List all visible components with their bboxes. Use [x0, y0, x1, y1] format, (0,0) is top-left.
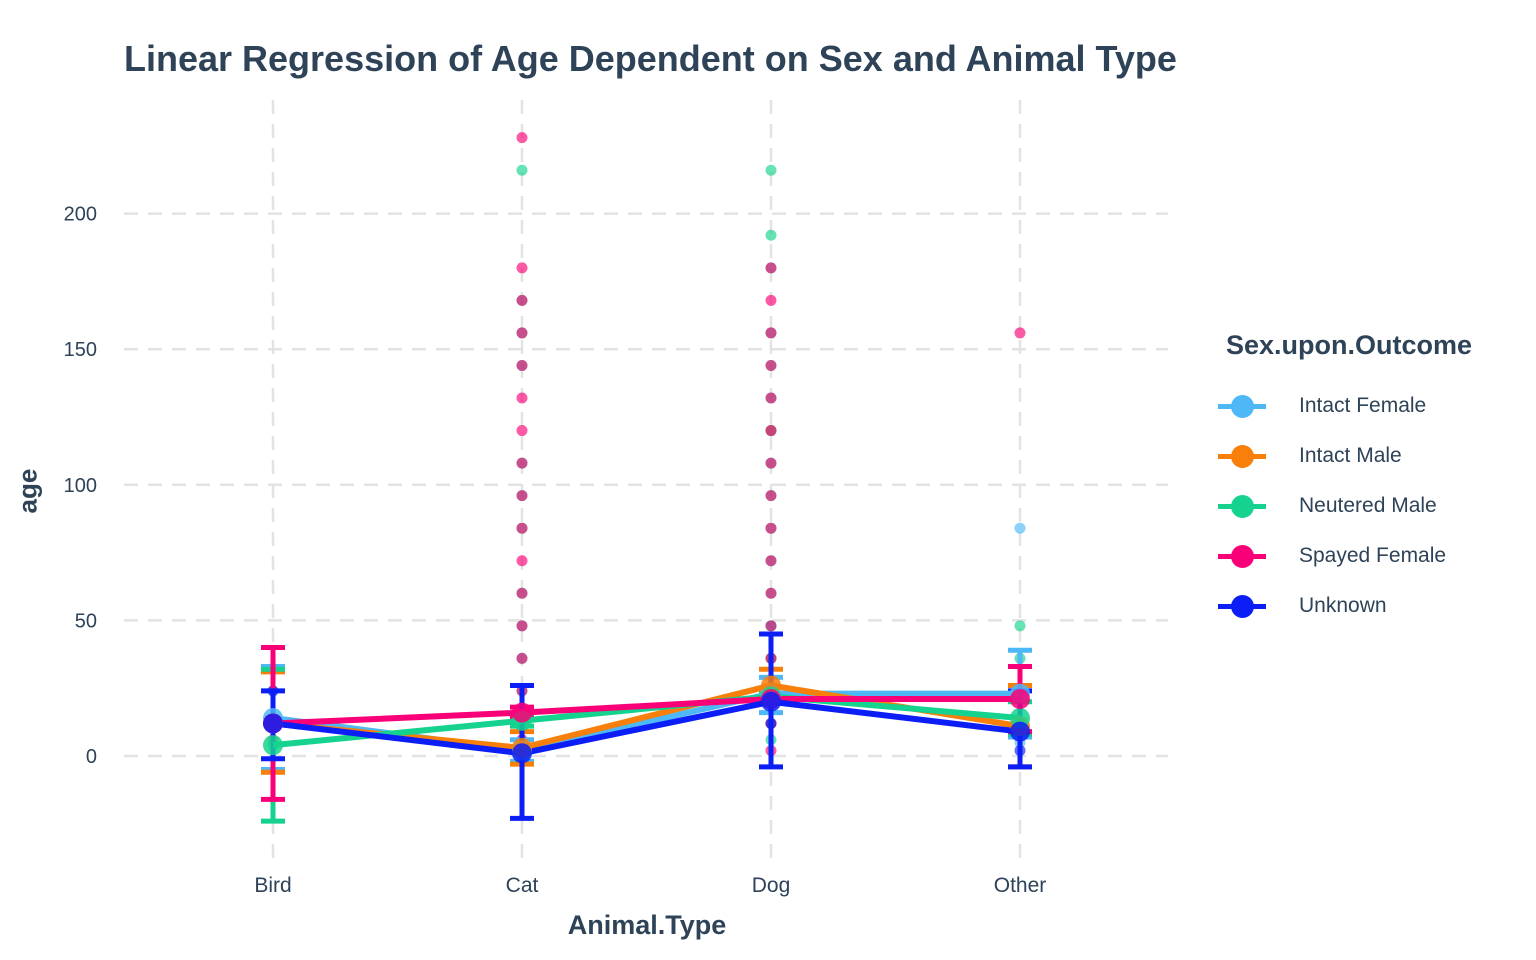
data-point — [765, 359, 777, 371]
mean-marker — [1010, 689, 1030, 710]
data-point — [765, 457, 777, 469]
data-point — [516, 327, 528, 339]
data-point — [516, 457, 528, 469]
data-point — [765, 587, 777, 599]
x-tick-label: Dog — [752, 874, 791, 897]
legend-item: Spayed Female — [1218, 531, 1472, 581]
y-tick-label: 100 — [64, 475, 97, 497]
legend-items: Intact Female Intact Male Neutered Male Spa… — [1218, 381, 1472, 631]
data-point — [516, 425, 528, 437]
series-line — [272, 690, 1020, 754]
legend-key-icon — [1218, 491, 1266, 521]
data-point — [765, 262, 777, 274]
mean-markers — [263, 675, 1030, 764]
data-point — [516, 620, 528, 632]
x-tick-label: Cat — [506, 874, 539, 897]
data-point — [516, 359, 528, 371]
legend-item: Neutered Male — [1218, 481, 1472, 531]
legend-label: Neutered Male — [1299, 494, 1437, 517]
data-point — [516, 522, 528, 534]
legend-label: Intact Male — [1299, 444, 1402, 467]
y-tick-label: 150 — [64, 339, 97, 361]
data-point — [516, 587, 528, 599]
chart-title: Linear Regression of Age Dependent on Se… — [124, 38, 1177, 79]
mean-marker — [512, 743, 532, 764]
data-point — [1014, 522, 1026, 534]
series-line — [272, 698, 1021, 757]
legend-title: Sex.upon.Outcome — [1226, 330, 1473, 360]
x-tick-label: Bird — [254, 874, 291, 897]
legend-label: Unknown — [1299, 594, 1387, 617]
data-point — [765, 425, 777, 437]
legend-key-icon — [1218, 441, 1266, 471]
data-point — [516, 132, 528, 144]
mean-marker — [761, 691, 781, 712]
mean-marker — [263, 735, 283, 756]
data-point — [1014, 620, 1026, 632]
regression-lines — [272, 682, 1021, 757]
legend-key-icon — [1218, 541, 1266, 571]
data-point — [765, 392, 777, 404]
data-point — [516, 294, 528, 306]
data-point — [765, 229, 777, 241]
legend-key-icon — [1218, 391, 1266, 421]
data-point — [765, 555, 777, 567]
legend-item: Unknown — [1218, 581, 1472, 631]
legend: Sex.upon.Outcome Intact Female Intact Mal… — [1218, 330, 1472, 631]
legend-item: Intact Male — [1218, 431, 1472, 481]
data-point — [516, 164, 528, 176]
data-points — [267, 132, 1026, 759]
y-tick-label: 50 — [75, 610, 97, 632]
data-point — [765, 164, 777, 176]
legend-label: Spayed Female — [1299, 544, 1447, 567]
legend-key-icon — [1218, 591, 1266, 621]
data-point — [516, 555, 528, 567]
legend-item: Intact Female — [1218, 381, 1472, 431]
axis-ticks: 0 50 100 150 200 Bird Cat Dog Other — [64, 204, 1047, 897]
mean-marker — [263, 713, 283, 734]
data-point — [765, 620, 777, 632]
data-point — [516, 652, 528, 664]
x-axis-label: Animal.Type — [567, 910, 727, 940]
data-point — [765, 522, 777, 534]
data-point — [516, 392, 528, 404]
data-point — [765, 490, 777, 502]
x-tick-label: Other — [994, 874, 1047, 897]
y-tick-label: 0 — [86, 746, 97, 768]
data-point — [1014, 327, 1026, 339]
data-point — [765, 294, 777, 306]
y-tick-label: 200 — [64, 204, 97, 226]
mean-marker — [512, 702, 532, 723]
data-point — [516, 490, 528, 502]
data-point — [516, 262, 528, 274]
mean-marker — [1010, 721, 1030, 742]
series-line — [272, 696, 1020, 727]
legend-label: Intact Female — [1299, 394, 1427, 417]
data-point — [765, 327, 777, 339]
